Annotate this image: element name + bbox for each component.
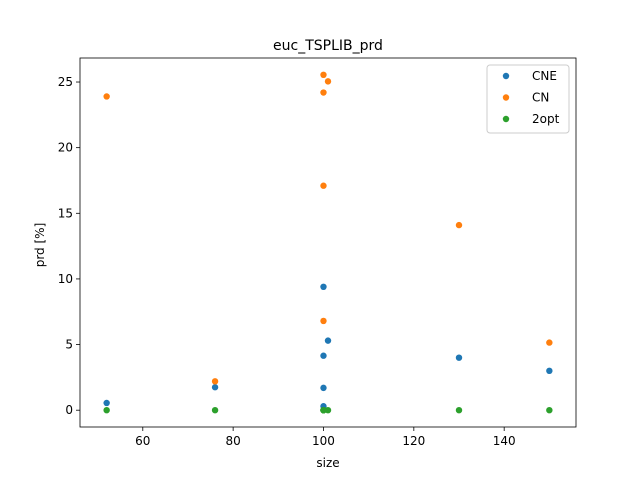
y-axis-label: prd [%]	[33, 223, 47, 268]
y-tick-label: 0	[65, 403, 73, 417]
legend-label: CN	[532, 91, 549, 105]
data-point	[546, 339, 553, 346]
data-point	[546, 406, 553, 414]
y-tick-label: 25	[58, 75, 73, 89]
axes-frame	[79, 57, 577, 428]
y-tick-label: 5	[65, 338, 73, 352]
y-tick-label: 15	[58, 206, 73, 220]
data-point	[546, 367, 553, 375]
data-point	[211, 378, 219, 385]
chart-title: euc_TSPLIB_prd	[273, 38, 383, 54]
data-point	[455, 406, 463, 414]
data-point	[320, 352, 327, 359]
data-point	[320, 406, 327, 414]
data-point	[211, 406, 219, 414]
data-point	[324, 337, 332, 344]
data-point	[455, 354, 463, 361]
legend-label: 2opt	[532, 112, 560, 126]
x-tick-label: 140	[493, 434, 516, 448]
data-point	[320, 71, 327, 79]
data-point	[320, 317, 327, 325]
data-point	[320, 283, 327, 291]
x-tick-label: 120	[402, 434, 425, 448]
series-2opt	[103, 406, 553, 414]
series-CN	[103, 71, 553, 385]
legend: CNE CN 2opt	[486, 64, 570, 134]
legend-marker	[502, 115, 510, 123]
data-point	[211, 384, 219, 391]
x-axis-label: size	[316, 456, 339, 470]
legend-label: CNE	[532, 69, 557, 83]
data-point	[103, 399, 110, 407]
legend-marker	[502, 72, 510, 80]
plot-area: 60 80 100 120 140 0 5 10 15 20 25	[58, 57, 577, 448]
x-tick-label: 100	[312, 434, 335, 448]
data-point	[320, 384, 327, 392]
series-CNE	[103, 283, 553, 410]
x-tick-label: 80	[225, 434, 240, 448]
data-point	[103, 93, 110, 100]
data-point	[320, 182, 327, 189]
y-tick-label: 10	[58, 272, 73, 286]
data-point	[324, 406, 332, 414]
data-point	[324, 78, 332, 85]
data-point	[103, 406, 110, 414]
data-point	[320, 89, 327, 96]
y-tick-label: 20	[58, 141, 73, 155]
x-tick-label: 60	[135, 434, 150, 448]
legend-marker	[502, 94, 510, 101]
legend-box	[486, 64, 570, 134]
data-point	[455, 221, 463, 229]
